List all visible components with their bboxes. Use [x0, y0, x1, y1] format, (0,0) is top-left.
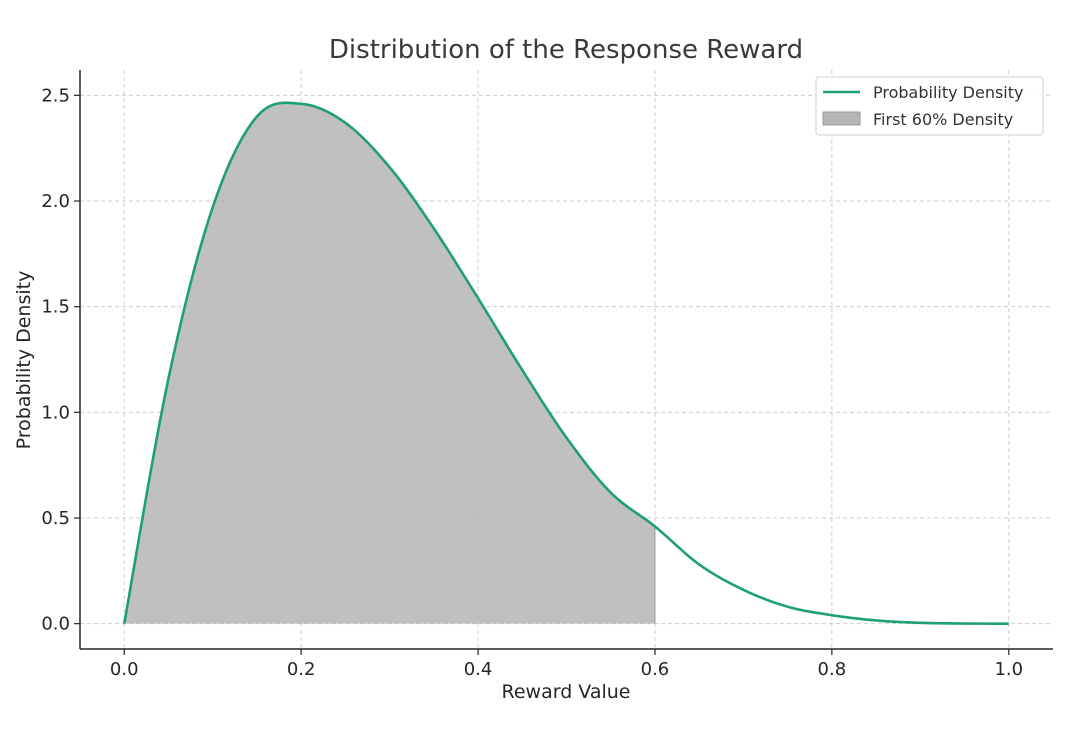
y-tick-label: 2.0 — [41, 191, 70, 212]
x-axis-label: Reward Value — [502, 681, 631, 703]
x-tick-label: 0.6 — [641, 659, 670, 680]
y-tick-label: 1.0 — [41, 402, 70, 423]
chart-title: Distribution of the Response Reward — [329, 35, 803, 65]
x-tick-label: 0.0 — [110, 659, 139, 680]
legend: Probability Density First 60% Density — [815, 76, 1044, 136]
y-ticks: 0.0 0.5 1.0 1.5 2.0 2.5 — [41, 85, 80, 635]
y-tick-label: 0.5 — [41, 508, 70, 529]
first-60-density-fill — [124, 102, 655, 624]
y-axis-label: Probability Density — [13, 271, 35, 450]
legend-fill-swatch — [822, 111, 861, 126]
y-tick-label: 2.5 — [41, 85, 70, 106]
legend-label-fill: First 60% Density — [873, 110, 1013, 129]
x-tick-label: 1.0 — [994, 659, 1023, 680]
legend-label-density: Probability Density — [873, 83, 1024, 102]
y-tick-label: 1.5 — [41, 297, 70, 318]
probability-density-line — [122, 101, 1009, 625]
x-tick-label: 0.4 — [464, 659, 493, 680]
x-tick-label: 0.8 — [818, 659, 847, 680]
x-ticks: 0.0 0.2 0.4 0.6 0.8 1.0 — [110, 649, 1023, 680]
legend-box — [815, 76, 1044, 136]
x-tick-label: 0.2 — [287, 659, 316, 680]
y-tick-label: 0.0 — [41, 614, 70, 635]
